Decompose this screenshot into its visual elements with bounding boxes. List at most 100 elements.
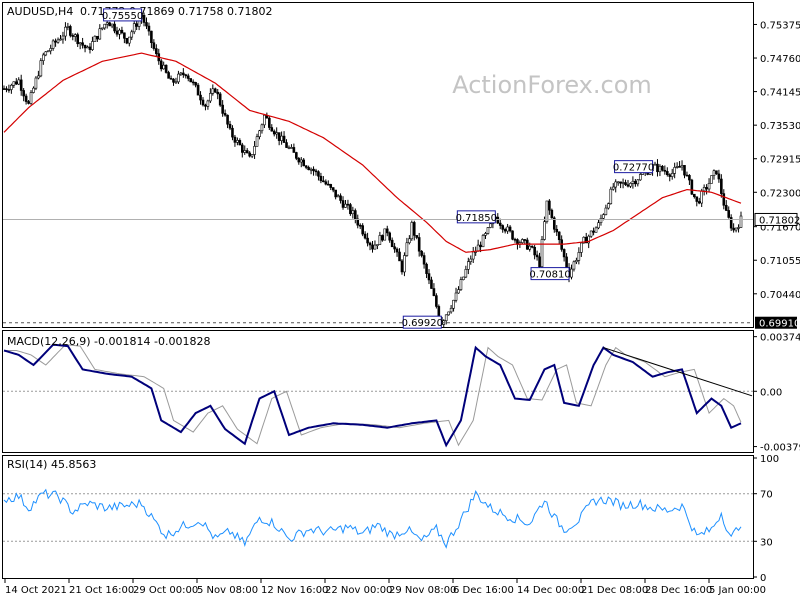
candle-body <box>503 229 507 232</box>
candle-body <box>587 235 590 244</box>
candle-body <box>724 204 728 211</box>
candle-body <box>584 236 588 244</box>
candle-body <box>22 90 25 97</box>
price-ytick-label: 0.74760 <box>760 54 800 65</box>
candle-body <box>638 174 642 181</box>
candle-body <box>513 238 517 241</box>
price-ytick-label: 0.72915 <box>760 155 800 166</box>
candle-body <box>415 235 419 238</box>
candle-body <box>174 81 178 84</box>
candle-body <box>268 117 271 128</box>
candle-body <box>299 159 303 163</box>
candle-body <box>715 170 718 175</box>
xtick-label: 21 Dec 08:00 <box>581 585 648 596</box>
price-ytick-label: 0.71670 <box>760 223 800 234</box>
candle-body <box>383 228 387 241</box>
candle-body <box>582 236 586 244</box>
candle-body <box>496 216 500 224</box>
candle-body <box>86 46 89 49</box>
rsi-ytick-label: 100 <box>760 454 779 465</box>
candle-body <box>589 230 593 237</box>
candle-body <box>155 48 158 54</box>
candle-body <box>484 233 487 236</box>
candle-body <box>184 74 188 77</box>
candle-body <box>535 254 539 258</box>
candle-body <box>91 41 94 50</box>
candle-body <box>339 195 342 201</box>
candle-body <box>705 187 708 190</box>
candle-body <box>54 40 57 43</box>
candle-body <box>621 182 625 184</box>
macd-signal-line <box>4 344 742 447</box>
candle-body <box>656 163 659 173</box>
candle-body <box>459 279 463 290</box>
candle-body <box>683 165 686 176</box>
candle-body <box>575 260 578 263</box>
candle-body <box>393 246 396 250</box>
candle-body <box>71 35 75 37</box>
candle-body <box>150 30 153 44</box>
candle-body <box>530 245 534 248</box>
candle-body <box>680 165 684 168</box>
candle-body <box>521 239 524 243</box>
candle-body <box>7 89 11 91</box>
candle-body <box>498 222 502 226</box>
candle-body <box>577 252 581 261</box>
candle-body <box>636 179 640 185</box>
candle-body <box>580 242 583 253</box>
candle-body <box>690 179 694 195</box>
candle-body <box>282 135 286 143</box>
candle-body <box>292 147 296 153</box>
candle-body <box>592 230 595 233</box>
candle-body <box>275 132 278 135</box>
candle-body <box>626 184 630 187</box>
candle-body <box>218 93 222 106</box>
candle-body <box>486 227 490 234</box>
candle-body <box>115 30 119 35</box>
price-label: 0.70810 <box>529 270 570 281</box>
candle-body <box>437 306 441 318</box>
macd-ytick-label: 0.00 <box>760 387 782 398</box>
candle-body <box>73 34 77 37</box>
candle-body <box>290 147 293 149</box>
candle-body <box>417 237 421 252</box>
candle-body <box>538 256 541 268</box>
candle-body <box>98 28 102 40</box>
rsi-label: RSI(14) 45.8563 <box>7 458 96 471</box>
candle-body <box>66 26 70 28</box>
candle-body <box>479 244 482 248</box>
support-price-tag <box>755 316 797 329</box>
rsi-layer <box>3 488 753 549</box>
price-label-box <box>614 160 654 174</box>
candle-body <box>201 99 205 106</box>
candle-body <box>378 235 382 245</box>
candle-body <box>412 222 416 236</box>
candle-body <box>233 136 237 143</box>
candle-body <box>464 269 468 278</box>
candle-body <box>668 174 672 177</box>
price-label-box <box>402 315 442 329</box>
candle-body <box>398 251 401 262</box>
price-label: 0.69920 <box>402 318 443 329</box>
candle-body <box>64 26 67 37</box>
candle-body <box>127 36 131 44</box>
candle-body <box>159 60 163 70</box>
candle-body <box>454 292 458 301</box>
candle-body <box>253 146 256 155</box>
candle-body <box>27 101 30 104</box>
support-price-tag-label: 0.69910 <box>759 319 800 330</box>
candle-body <box>326 183 330 186</box>
candle-body <box>177 73 180 83</box>
candle-body <box>344 203 347 208</box>
candle-body <box>226 114 229 125</box>
xtick-label: 29 Oct 00:00 <box>133 585 198 596</box>
xtick-label: 29 Nov 08:00 <box>389 585 456 596</box>
candle-body <box>118 29 121 35</box>
candle-body <box>452 299 455 309</box>
candle-body <box>34 77 38 89</box>
candle-body <box>19 79 23 91</box>
candle-body <box>619 181 622 184</box>
candle-body <box>285 142 288 148</box>
